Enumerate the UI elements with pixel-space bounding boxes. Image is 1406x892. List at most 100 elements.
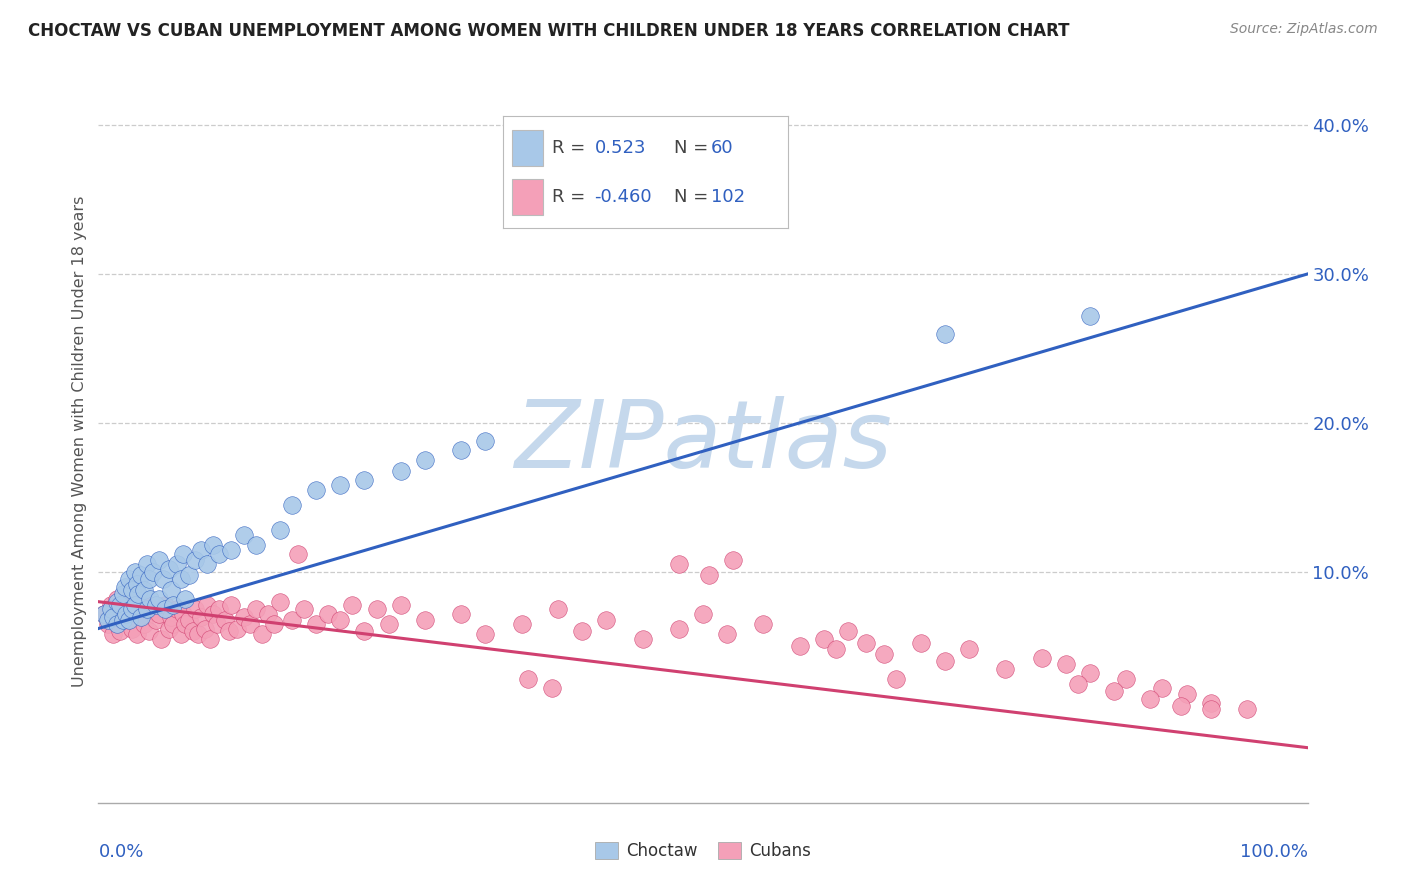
Point xyxy=(245,538,267,552)
Point xyxy=(287,547,309,561)
Text: Source: ZipAtlas.com: Source: ZipAtlas.com xyxy=(1230,22,1378,37)
Point xyxy=(1102,684,1125,698)
Point xyxy=(329,613,352,627)
Point xyxy=(172,607,194,621)
Point xyxy=(218,624,240,639)
Point xyxy=(281,498,304,512)
Point xyxy=(389,464,412,478)
Point xyxy=(179,567,201,582)
Point xyxy=(269,523,291,537)
Point xyxy=(105,617,128,632)
Point xyxy=(124,595,146,609)
Point xyxy=(957,642,980,657)
Point xyxy=(723,553,745,567)
Point xyxy=(93,607,115,621)
Point xyxy=(716,627,738,641)
Point xyxy=(305,617,328,632)
Point xyxy=(910,636,932,650)
Point xyxy=(174,617,197,632)
Point xyxy=(129,567,152,582)
Point xyxy=(172,547,194,561)
Point xyxy=(184,553,207,567)
Point xyxy=(190,542,212,557)
Point xyxy=(111,602,134,616)
Point xyxy=(329,478,352,492)
Point xyxy=(1031,651,1053,665)
Point xyxy=(474,627,496,641)
Point xyxy=(97,617,120,632)
Point xyxy=(540,681,562,695)
Point xyxy=(162,617,184,632)
Point xyxy=(101,627,124,641)
Point xyxy=(198,632,221,646)
Point xyxy=(195,558,218,572)
Point xyxy=(135,598,157,612)
Point xyxy=(789,640,811,654)
Point xyxy=(145,613,167,627)
Point xyxy=(377,617,399,632)
Point xyxy=(124,565,146,579)
Point xyxy=(139,591,162,606)
Point xyxy=(474,434,496,448)
Point xyxy=(232,527,254,541)
Point xyxy=(108,624,131,639)
Point xyxy=(366,602,388,616)
Point xyxy=(510,617,533,632)
Point xyxy=(263,617,285,632)
Point xyxy=(855,636,877,650)
Point xyxy=(148,591,170,606)
Point xyxy=(245,602,267,616)
Point xyxy=(153,602,176,616)
Point xyxy=(239,617,262,632)
Point xyxy=(1078,309,1101,323)
Point xyxy=(1152,681,1174,695)
Point xyxy=(157,562,180,576)
Point xyxy=(134,582,156,597)
Point xyxy=(118,609,141,624)
Point xyxy=(510,193,533,207)
Point xyxy=(202,607,225,621)
Point xyxy=(1199,702,1222,716)
Point xyxy=(256,607,278,621)
Point xyxy=(595,613,617,627)
Point xyxy=(134,617,156,632)
Point xyxy=(148,553,170,567)
Point xyxy=(269,595,291,609)
Legend: Choctaw, Cubans: Choctaw, Cubans xyxy=(588,835,818,867)
Point xyxy=(129,607,152,621)
Point xyxy=(205,617,228,632)
Point xyxy=(1078,666,1101,681)
Point xyxy=(208,602,231,616)
Point xyxy=(697,567,720,582)
Point xyxy=(342,598,364,612)
Point xyxy=(129,609,152,624)
Point xyxy=(114,580,136,594)
Point xyxy=(1139,691,1161,706)
Point xyxy=(389,598,412,612)
Point xyxy=(135,558,157,572)
Point xyxy=(208,547,231,561)
Point xyxy=(142,602,165,616)
Point xyxy=(187,627,209,641)
Point xyxy=(450,442,472,457)
Point xyxy=(153,598,176,612)
Point xyxy=(160,582,183,597)
Point xyxy=(121,582,143,597)
Point xyxy=(886,672,908,686)
Point xyxy=(226,622,249,636)
Point xyxy=(114,613,136,627)
Text: 0.0%: 0.0% xyxy=(98,843,143,861)
Point xyxy=(305,483,328,497)
Point xyxy=(174,591,197,606)
Point xyxy=(166,602,188,616)
Point xyxy=(127,576,149,591)
Point xyxy=(169,572,191,586)
Point xyxy=(100,598,122,612)
Point xyxy=(127,587,149,601)
Point xyxy=(105,591,128,606)
Point xyxy=(316,607,339,621)
Point xyxy=(148,607,170,621)
Point xyxy=(152,572,174,586)
Point xyxy=(994,662,1017,676)
Point xyxy=(353,624,375,639)
